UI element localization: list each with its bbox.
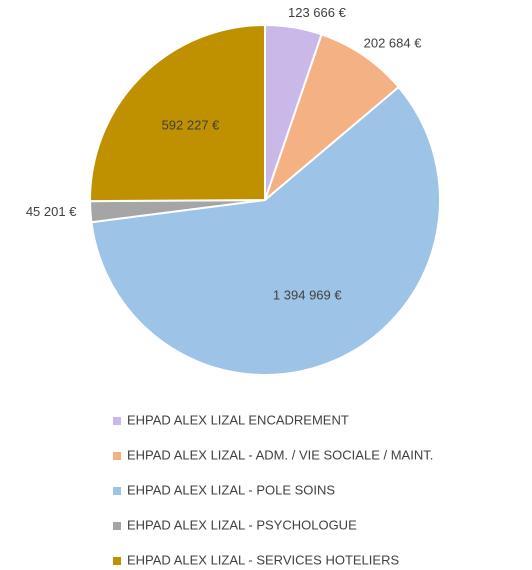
data-label: 202 684 € [364,35,423,50]
data-label: 123 666 € [288,5,347,20]
pie-slice [90,85,441,376]
legend-swatch [113,487,121,495]
data-label: 1 394 969 € [273,288,342,303]
pie-slice [89,23,266,203]
pie-slice [262,33,401,204]
legend-label: EHPAD ALEX LIZAL ENCADREMENT [127,412,349,427]
data-label: 45 201 € [26,204,77,219]
legend-label: EHPAD ALEX LIZAL - SERVICES HOTELIERS [127,552,399,567]
legend-label: EHPAD ALEX LIZAL - ADM. / VIE SOCIALE / … [127,447,433,462]
legend-label: EHPAD ALEX LIZAL - PSYCHOLOGUE [127,517,357,532]
legend-swatch [113,452,121,460]
data-label: 592 227 € [162,117,221,132]
legend-swatch [113,557,121,565]
legend-swatch [113,522,121,530]
legend-swatch [113,417,121,425]
legend-label: EHPAD ALEX LIZAL - POLE SOINS [127,482,335,497]
